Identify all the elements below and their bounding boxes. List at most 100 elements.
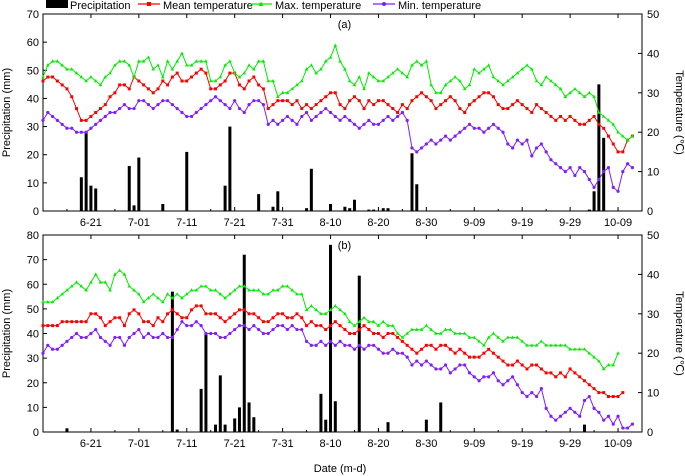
- panel-a-mean-point: [266, 107, 270, 111]
- panel-b-min-point: [525, 394, 529, 399]
- panel-a-min-point: [237, 106, 242, 111]
- panel-b-mean-point: [180, 316, 184, 320]
- panel-a-max-point: [338, 59, 342, 63]
- panel-b-mean-point: [60, 320, 64, 324]
- panel-b-max-point: [299, 292, 304, 296]
- panel-a-min-point: [482, 130, 486, 134]
- panel-b-min-point: [223, 335, 227, 340]
- panel-a-max-point: [381, 78, 386, 83]
- panel-a-mean-point: [223, 79, 227, 83]
- panel-a-precip-bar: [276, 191, 280, 211]
- panel-b-min-point: [405, 355, 409, 359]
- panel-a-mean-point: [180, 79, 184, 83]
- panel-b-min-point: [592, 406, 596, 410]
- panel-a-min-point: [70, 126, 74, 130]
- panel-a-mean-point: [94, 111, 98, 114]
- panel-b-max-point: [577, 347, 582, 351]
- panel-a-min-point: [549, 158, 553, 162]
- panel-b-min-point: [453, 367, 457, 371]
- panel-b-mean-point: [602, 391, 606, 395]
- legend-precip-label: Precipitation: [70, 0, 131, 12]
- panel-b-max-point: [601, 366, 606, 371]
- panel-b-max-point: [98, 280, 103, 284]
- panel-b-mean-point: [55, 324, 59, 328]
- panel-a-min-point: [146, 103, 151, 107]
- panel-a-mean-point: [458, 107, 462, 111]
- panel-b-mean-point: [41, 324, 45, 328]
- panel-b-max-point: [170, 296, 175, 300]
- panel-b-mean-point: [329, 324, 333, 328]
- legend-min-marker: [382, 2, 386, 6]
- panel-b-max-point: [371, 319, 376, 323]
- panel-b-max-point: [74, 280, 79, 284]
- panel-b-min-point: [563, 410, 567, 414]
- panel-a-max-point: [165, 59, 170, 63]
- panel-b-min-point: [448, 371, 452, 375]
- panel-b-max-point: [515, 335, 520, 339]
- panel-a-precip-bar: [592, 191, 596, 211]
- panel-b-x-tick-label: 7-21: [224, 438, 246, 450]
- panel-b-min-point: [487, 375, 491, 379]
- panel-a-max-point: [65, 67, 69, 71]
- panel-a-mean-point: [137, 79, 141, 83]
- panel-b-max-point: [381, 319, 386, 323]
- panel-a-mean-point: [448, 95, 452, 99]
- panel-a-min-point: [496, 126, 500, 130]
- panel-a-mean-point: [400, 103, 404, 107]
- panel-b-yright-tick-label: 0: [647, 427, 653, 439]
- panel-b-max-point: [496, 335, 501, 339]
- panel-a-max-point: [472, 67, 477, 71]
- panel-a-min-point: [142, 99, 146, 103]
- panel-a-min-point: [352, 122, 357, 126]
- panel-b-min-point: [501, 383, 505, 387]
- panel-a-precip-bar: [386, 208, 390, 211]
- panel-a-marks: 6-21 7-01 7-11 7-21 7-31 8-10 8-20 8-30 9-09 9-19…: [27, 9, 660, 229]
- panel-b-mean-point: [554, 375, 558, 379]
- panel-b: (b) Precipitation (mm) Temperature (℃) 6…: [1, 230, 685, 450]
- panel-a-x-tick-label: 9-19: [511, 217, 533, 229]
- panel-a-mean-point: [99, 107, 103, 111]
- panel-a-mean-point: [218, 83, 222, 87]
- panel-a-min-point: [189, 114, 194, 119]
- panel-a-max-point: [597, 110, 601, 114]
- panel-a-mean-point: [146, 87, 150, 91]
- panel-a-min-point: [563, 170, 567, 174]
- panel-b-min-point: [113, 335, 117, 340]
- panel-a-mean-point: [559, 114, 563, 118]
- panel-a-max-point: [141, 59, 146, 63]
- panel-a-max-point: [299, 78, 304, 83]
- panel-a-min-point: [209, 99, 213, 103]
- panel-b-min-point: [74, 331, 79, 336]
- panel-b-mean-point: [482, 351, 486, 355]
- panel-a-min-point: [376, 122, 381, 126]
- panel-a-min-point: [429, 138, 433, 142]
- panel-a-max-point: [486, 63, 491, 67]
- panel-b-min-point: [467, 371, 472, 375]
- panel-a-max-point: [419, 63, 424, 67]
- panel-a-min-point: [333, 114, 337, 119]
- panel-a-max-point: [501, 82, 505, 87]
- panel-a-mean-point: [549, 114, 553, 118]
- panel-b-mean-point: [99, 316, 103, 320]
- panel-a-max-point: [424, 59, 429, 63]
- panel-b-mean-point: [621, 391, 625, 395]
- panel-b-min-point: [233, 327, 237, 332]
- panel-a-mean-point: [305, 103, 309, 107]
- panel-b-min-point: [98, 335, 103, 340]
- panel-b-mean-point: [199, 304, 203, 308]
- panel-a-max-point: [276, 94, 280, 99]
- panel-a-mean-point: [51, 75, 55, 79]
- panel-b-min-point: [333, 343, 337, 347]
- panel-b-min-point: [165, 335, 170, 340]
- panel-a-mean-point: [122, 83, 126, 87]
- panel-b-max-point: [338, 307, 342, 312]
- panel-b-yleft-tick-label: 60: [27, 279, 39, 291]
- panel-b-mean-point: [357, 328, 361, 332]
- panel-a-mean-point: [381, 99, 385, 103]
- panel-a-mean-point: [228, 71, 232, 75]
- panel-a-min-point: [343, 114, 347, 119]
- panel-a-min-point: [324, 106, 328, 111]
- panel-b-mean-point: [511, 363, 515, 367]
- panel-b-min-point: [530, 391, 534, 395]
- panel-b-mean-point: [491, 351, 495, 355]
